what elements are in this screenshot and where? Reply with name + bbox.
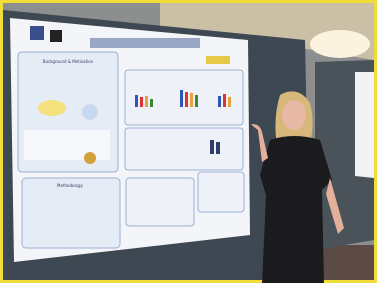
poster-title (90, 38, 200, 48)
panel (125, 128, 243, 170)
logo (50, 30, 62, 42)
bar (218, 96, 221, 107)
bar (180, 90, 183, 107)
bar (216, 142, 220, 154)
bar (145, 96, 148, 107)
face (282, 100, 306, 130)
panel (22, 178, 120, 248)
logo (30, 26, 44, 40)
panel (126, 178, 194, 226)
bar (195, 95, 198, 107)
bar (223, 94, 226, 107)
section-heading: Background & Motivation (43, 59, 94, 64)
figure (82, 104, 98, 120)
figure (84, 152, 96, 164)
bar (185, 92, 188, 107)
dress (260, 136, 332, 283)
text-block (24, 130, 110, 160)
side-poster (355, 72, 374, 178)
photo: Background & Motivation Methodology (0, 0, 377, 283)
figure (38, 100, 66, 116)
bar (150, 99, 153, 107)
ceiling-lamp (310, 30, 370, 58)
section-heading: Methodology (57, 183, 84, 188)
bar (135, 95, 138, 107)
bar (210, 140, 214, 154)
bar (190, 93, 193, 107)
badge (206, 56, 230, 64)
bar (140, 97, 143, 107)
bar (228, 97, 231, 107)
panel (198, 172, 244, 212)
